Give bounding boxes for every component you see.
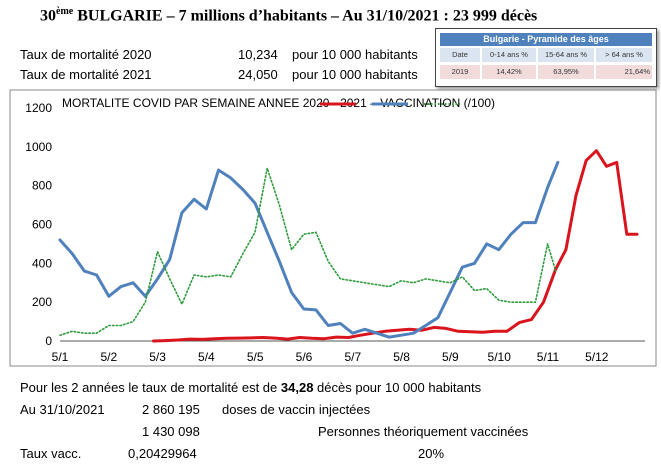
- title-prefix: 30: [40, 7, 56, 25]
- pyramid-value-15-64: 63,95%: [538, 65, 594, 79]
- chart-border: [9, 89, 657, 367]
- x-tick-label: 5/11: [537, 350, 560, 364]
- y-tick-label: 400: [32, 256, 52, 270]
- footer-line1-post: décès pour 10 000 habitants: [313, 380, 482, 395]
- x-tick-label: 5/2: [100, 350, 117, 364]
- footer-line1-bold: 34,28: [280, 380, 314, 395]
- title-main: BULGARIE – 7 millions d’habitants – Au 3…: [73, 7, 538, 25]
- pyramid-value-date: 2019: [440, 65, 480, 79]
- pyramid-value-64-plus: 21,64%: [596, 65, 652, 79]
- page-title: 30ème BULGARIE – 7 millions d’habitants …: [0, 6, 661, 25]
- x-tick-label: 5/1: [52, 350, 69, 364]
- x-tick-label: 5/3: [149, 350, 166, 364]
- chart-legend-bar: MORTALITE COVID PAR SEMAINE ANNEE 2020 -…: [58, 92, 618, 114]
- footer-line2-value: 2 860 195: [142, 402, 200, 417]
- x-tick-label: 5/9: [442, 350, 459, 364]
- pyramid-header-64-plus: > 64 ans %: [596, 48, 652, 62]
- series-group: [58, 149, 639, 343]
- y-tick-label: 600: [32, 218, 52, 232]
- footer-line3-text: Personnes théoriquement vaccinées: [318, 424, 529, 439]
- stat-2021-unit: pour 10 000 habitants: [292, 67, 418, 82]
- pyramid-header-15-64: 15-64 ans %: [538, 48, 594, 62]
- x-tick-label: 5/12: [585, 350, 609, 364]
- y-tick-label: 1000: [25, 140, 52, 154]
- footer-line2-text: doses de vaccin injectées: [222, 402, 371, 417]
- footer-line1-pre: Pour les 2 années le taux de mortalité e…: [20, 380, 281, 395]
- y-tick-label: 200: [32, 295, 52, 309]
- series-line-2021b: [473, 160, 560, 265]
- footer-line4-pct: 20%: [418, 446, 445, 461]
- y-tick-label: 1200: [25, 101, 52, 115]
- stat-2020-unit: pour 10 000 habitants: [292, 47, 418, 62]
- pyramid-value-0-14: 14,42%: [482, 65, 536, 79]
- series-line-2020b: [564, 149, 639, 252]
- x-tick-label: 5/4: [198, 350, 215, 364]
- pyramid-title: Bulgarie - Pyramide des âges: [440, 33, 652, 46]
- y-tick-label: 800: [32, 179, 52, 193]
- series-line-2020: [152, 248, 568, 343]
- footer-line3-value: 1 430 098: [142, 424, 200, 439]
- x-tick-label: 5/6: [296, 350, 313, 364]
- chart-title: MORTALITE COVID PAR SEMAINE ANNEE 2020 -…: [62, 96, 496, 110]
- pyramid-header-0-14: 0-14 ans %: [482, 48, 536, 62]
- footer-line4-value: 0,20429964: [128, 446, 197, 461]
- x-tick-label: 5/7: [344, 350, 361, 364]
- x-tick-label: 5/5: [247, 350, 264, 364]
- age-pyramid-table: Bulgarie - Pyramide des âges Date 0-14 a…: [435, 28, 657, 87]
- y-tick-label: 0: [45, 334, 52, 348]
- x-tick-label: 5/10: [488, 350, 512, 364]
- footer-line-1: Pour les 2 années le taux de mortalité e…: [20, 380, 481, 395]
- mortality-chart: 0 200 400 600 800 1000 1200 5/1 5/2 5/3 5/4 5/5 5/6…: [9, 89, 657, 367]
- legend-swatches: [320, 102, 460, 106]
- x-axis: 5/1 5/2 5/3 5/4 5/5 5/6 5/7 5/8 5/9 5/10 5/11 5/12: [52, 340, 645, 364]
- stat-2020-label: Taux de mortalité 2020: [20, 47, 152, 62]
- x-tick-label: 5/8: [393, 350, 410, 364]
- footer-line2-label: Au 31/10/2021: [20, 402, 105, 417]
- series-line-vacc: [59, 167, 557, 336]
- y-axis: 0 200 400 600 800 1000 1200: [25, 101, 52, 348]
- title-sup: ème: [56, 6, 74, 17]
- pyramid-header-date: Date: [440, 48, 480, 62]
- stat-2021-value: 24,050: [238, 67, 278, 82]
- footer-line4-label: Taux vacc.: [20, 446, 82, 461]
- stat-2020-value: 10,234: [238, 47, 278, 62]
- series-line-2021: [58, 168, 476, 339]
- stat-2021-label: Taux de mortalité 2021: [20, 67, 152, 82]
